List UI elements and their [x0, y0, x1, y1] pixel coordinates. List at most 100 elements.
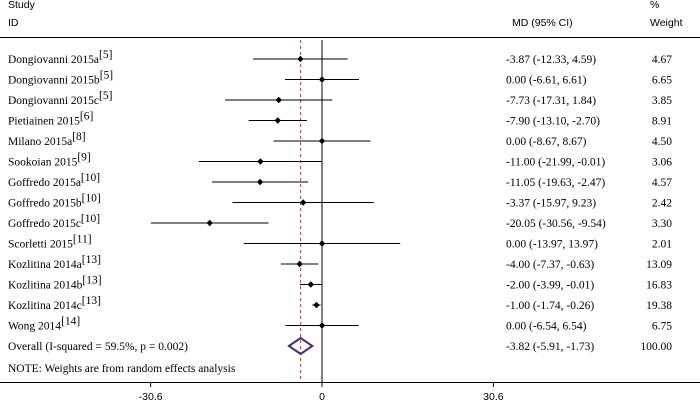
overall-row: Overall (I-squared = 59.5%, p = 0.002) -3… — [8, 336, 672, 356]
study-reference: [13] — [82, 254, 101, 266]
study-reference: [11] — [73, 234, 92, 246]
weight-value: 3.85 — [652, 95, 672, 107]
study-reference: [5] — [99, 90, 112, 102]
effect-ci-text: -3.87 (-12.33, 4.59) — [506, 54, 596, 66]
study-name: Sookoian 2015[9] — [8, 152, 91, 169]
header-study: Study — [8, 0, 35, 11]
weight-value: 4.57 — [652, 177, 672, 189]
weight-value: 2.42 — [652, 198, 672, 210]
effect-ci-text: -7.90 (-13.10, -2.70) — [506, 116, 600, 128]
effect-ci-text: 0.00 (-6.61, 6.61) — [506, 75, 587, 87]
study-row: Goffredo 2015a[10] -11.05 (-19.63, -2.47)… — [8, 172, 672, 189]
weight-value: 6.65 — [652, 75, 672, 87]
weight-value: 6.75 — [652, 321, 672, 333]
point-estimate — [206, 219, 213, 227]
effect-ci-text: 0.00 (-6.54, 6.54) — [506, 321, 587, 333]
point-estimate — [318, 240, 326, 247]
weight-value: 3.06 — [652, 157, 672, 169]
effect-ci-text: 0.00 (-8.67, 8.67) — [506, 136, 587, 148]
study-row: Milano 2015a[8] 0.00 (-8.67, 8.67) 4.50 — [8, 131, 672, 148]
effect-ci-text: -4.00 (-7.37, -0.63) — [506, 259, 594, 271]
weight-value: 13.09 — [646, 259, 672, 271]
effect-ci-text: -11.00 (-21.99, -0.01) — [506, 157, 605, 169]
study-row: Kozlitina 2014c[13] -1.00 (-1.74, -0.26) 1… — [8, 295, 672, 312]
study-name: Scorletti 2015[11] — [8, 234, 92, 251]
x-tick-label: 30.6 — [483, 391, 504, 403]
study-name: Dongiovanni 2015c[5] — [8, 90, 112, 107]
study-reference: [5] — [99, 49, 112, 61]
point-estimate — [318, 76, 326, 83]
header-md-ci: MD (95% CI) — [512, 17, 573, 29]
study-row: Dongiovanni 2015a[5] -3.87 (-12.33, 4.59)… — [8, 49, 672, 66]
point-estimate — [318, 322, 326, 329]
header-id: ID — [8, 17, 19, 29]
study-row: Pietiainen 2015[6] -7.90 (-13.10, -2.70) 8… — [8, 111, 672, 128]
study-name: Wong 2014[14] — [8, 316, 80, 333]
study-reference: [9] — [77, 152, 90, 164]
weight-value: 19.38 — [646, 300, 672, 312]
study-row: Kozlitina 2014a[13] -4.00 (-7.37, -0.63) 1… — [8, 254, 672, 271]
study-name: Dongiovanni 2015a[5] — [8, 49, 112, 66]
study-name: Milano 2015a[8] — [8, 131, 86, 148]
point-estimate — [275, 96, 282, 104]
overall-diamond — [287, 336, 315, 356]
point-estimate — [307, 281, 314, 288]
weight-value: 16.83 — [646, 280, 672, 292]
point-estimate — [296, 260, 303, 268]
study-name: Kozlitina 2014b[13] — [8, 275, 102, 292]
study-name: Pietiainen 2015[6] — [8, 111, 93, 128]
effect-ci-text: 0.00 (-13.97, 13.97) — [506, 239, 598, 251]
study-reference: [6] — [80, 111, 93, 123]
study-row: Wong 2014[14] 0.00 (-6.54, 6.54) 6.75 — [8, 316, 672, 333]
study-name: Kozlitina 2014c[13] — [8, 295, 101, 312]
study-row: Dongiovanni 2015c[5] -7.73 (-17.31, 1.84)… — [8, 90, 672, 107]
study-name: Goffredo 2015c[10] — [8, 213, 100, 230]
study-reference: [14] — [61, 316, 80, 328]
point-estimate — [297, 55, 304, 63]
weight-value: 3.30 — [652, 218, 672, 230]
study-reference: [10] — [82, 193, 101, 205]
study-row: Goffredo 2015b[10] -3.37 (-15.97, 9.23) 2.… — [8, 193, 672, 210]
overall-weight-value: 100.00 — [640, 341, 672, 353]
study-reference: [13] — [82, 275, 101, 287]
x-tick-label: 0 — [319, 391, 325, 403]
weights-note: NOTE: Weights are from random effects an… — [8, 363, 236, 375]
study-reference: [5] — [100, 70, 113, 82]
study-name: Goffredo 2015b[10] — [8, 193, 101, 210]
point-estimate — [318, 137, 326, 145]
reference-lines — [300, 40, 323, 382]
x-axis: -30.6 0 30.6 — [139, 382, 504, 403]
study-row: Scorletti 2015[11] 0.00 (-13.97, 13.97) 2.… — [8, 234, 672, 251]
study-reference: [10] — [81, 172, 100, 184]
point-estimate — [299, 199, 307, 206]
effect-ci-text: -1.00 (-1.74, -0.26) — [506, 300, 594, 312]
study-row: Dongiovanni 2015b[5] 0.00 (-6.61, 6.61) 6.… — [8, 70, 672, 87]
study-reference: [8] — [72, 131, 85, 143]
study-name: Goffredo 2015a[10] — [8, 172, 100, 189]
effect-ci-text: -7.73 (-17.31, 1.84) — [506, 95, 596, 107]
study-reference: [13] — [82, 295, 101, 307]
overall-effect-ci-text: -3.82 (-5.91, -1.73) — [506, 341, 594, 353]
effect-ci-text: -11.05 (-19.63, -2.47) — [506, 177, 605, 189]
point-estimate — [274, 117, 281, 124]
weight-value: 2.01 — [652, 239, 672, 251]
study-name: Dongiovanni 2015b[5] — [8, 70, 113, 87]
header-weight: Weight — [650, 17, 683, 29]
point-estimate — [313, 301, 320, 309]
x-tick-label: -30.6 — [139, 391, 163, 403]
effect-ci-text: -20.05 (-30.56, -9.54) — [506, 218, 606, 230]
header-percent: % — [650, 0, 660, 11]
study-row: Sookoian 2015[9] -11.00 (-21.99, -0.01) 3.… — [8, 152, 672, 169]
study-rows: Dongiovanni 2015a[5] -3.87 (-12.33, 4.59)… — [8, 49, 672, 356]
point-estimate — [256, 178, 264, 186]
overall-label: Overall (I-squared = 59.5%, p = 0.002) — [8, 341, 188, 353]
study-reference: [10] — [81, 213, 100, 225]
study-name: Kozlitina 2014a[13] — [8, 254, 101, 271]
weight-value: 4.67 — [652, 54, 672, 66]
effect-ci-text: -2.00 (-3.99, -0.01) — [506, 280, 594, 292]
study-row: Kozlitina 2014b[13] -2.00 (-3.99, -0.01) 1… — [8, 275, 672, 292]
effect-ci-text: -3.37 (-15.97, 9.23) — [506, 198, 596, 210]
weight-value: 4.50 — [652, 136, 672, 148]
weight-value: 8.91 — [652, 116, 672, 128]
